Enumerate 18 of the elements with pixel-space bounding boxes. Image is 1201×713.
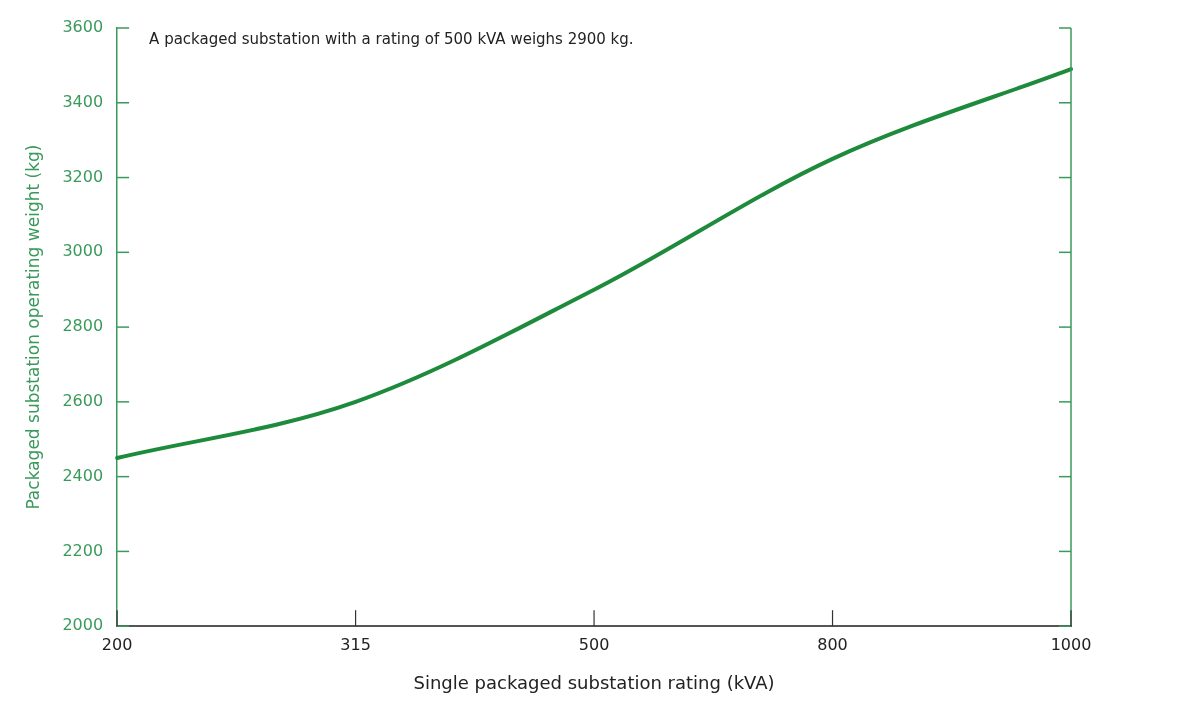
line-series (115, 67, 1073, 460)
y-tick-label: 3400 (62, 91, 104, 111)
y-tick-label: 2800 (62, 316, 104, 336)
x-axis-title: Single packaged substation rating (kVA) (413, 671, 775, 693)
x-tick-label: 315 (340, 634, 371, 654)
annotation: A packaged substation with a rating of 500 kVA weighs 2900 kg. (149, 29, 634, 48)
y-tick-label: 2000 (62, 615, 104, 635)
y-tick-label: 2400 (62, 465, 104, 485)
y-tick-label: 2600 (62, 391, 104, 411)
y-tick-label: 2200 (62, 540, 104, 560)
y-tick-label: 3000 (62, 241, 104, 261)
y-tick-label: 3200 (62, 166, 104, 186)
x-tick-label: 200 (101, 634, 133, 654)
x-tick-label: 500 (578, 634, 610, 654)
y-tick-label: 3600 (62, 17, 104, 37)
x-tick-label: 1000 (1050, 634, 1092, 654)
y-axis-title: Packaged substation operating weight (kg) (22, 144, 43, 510)
x-tick-label: 800 (817, 634, 848, 654)
